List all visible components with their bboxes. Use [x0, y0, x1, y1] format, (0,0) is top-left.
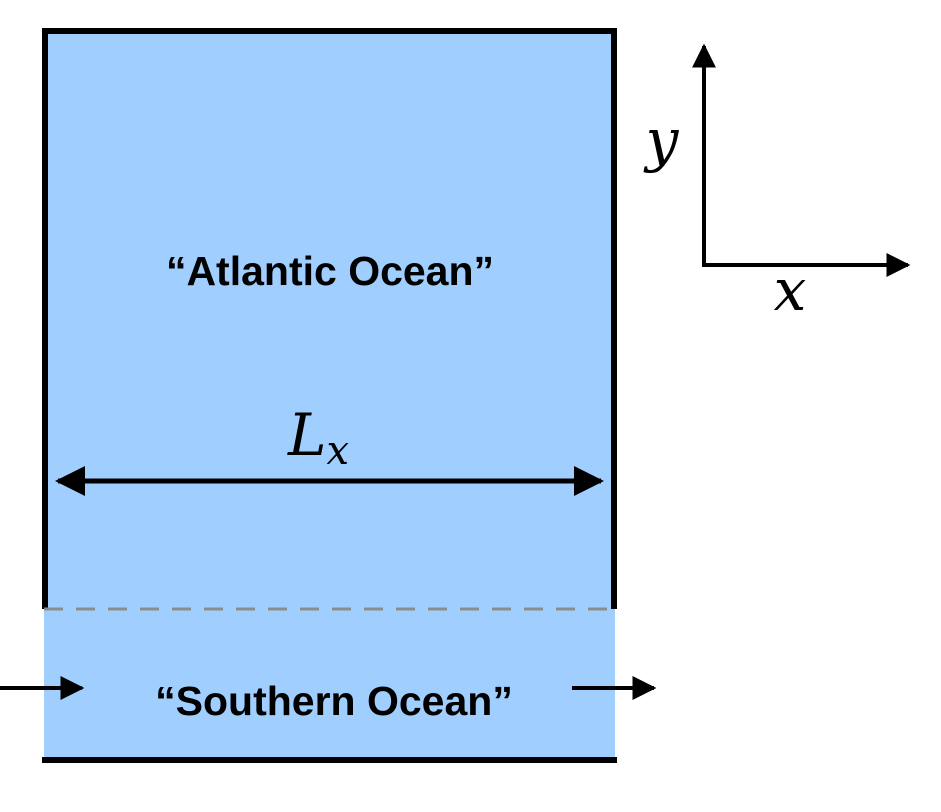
southern-ocean-label: “Southern Ocean”	[155, 678, 513, 724]
atlantic-ocean-label: “Atlantic Ocean”	[166, 248, 494, 294]
basin-width-label: Lx	[287, 401, 349, 474]
y-axis-label: y	[643, 106, 680, 174]
x-axis-label: x	[774, 256, 807, 324]
southern-channel	[44, 610, 615, 760]
basin-width-subscript: x	[327, 428, 350, 474]
atlantic-basin	[44, 30, 615, 610]
